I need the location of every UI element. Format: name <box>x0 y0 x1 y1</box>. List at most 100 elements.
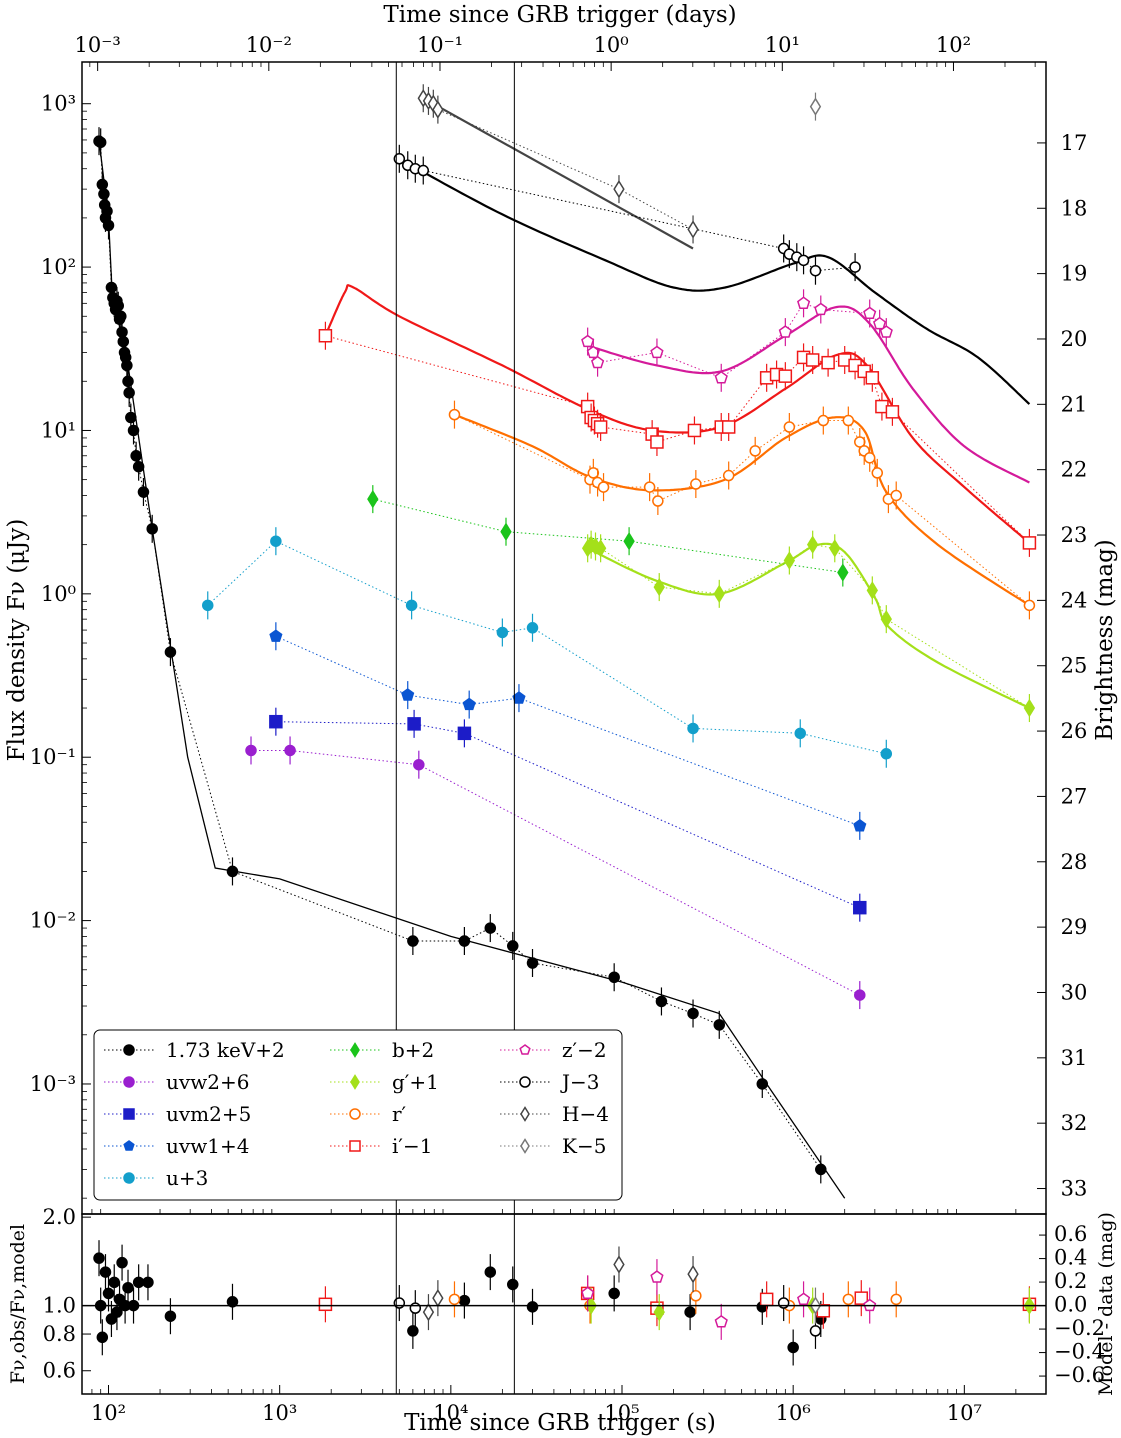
z-data-point <box>814 302 828 316</box>
top-tick-label: 10⁻² <box>246 33 292 57</box>
xray-residual-point <box>484 1266 497 1278</box>
u-data-point <box>526 622 539 634</box>
uvw1-data-point <box>401 688 415 701</box>
r-data-point <box>643 481 656 493</box>
H-residual-point <box>613 1255 625 1274</box>
H-residual-point <box>422 1302 435 1322</box>
u-data-point <box>687 722 699 735</box>
i-model-curve <box>324 284 1031 544</box>
xray-data-point <box>756 1078 769 1090</box>
right-tick-label: 26 <box>1061 719 1088 743</box>
xray-data-point <box>94 136 107 149</box>
i-data-point <box>821 355 835 370</box>
xray-data-point <box>117 335 130 348</box>
i-data-point <box>865 371 880 385</box>
legend-label: J−3 <box>560 1070 600 1094</box>
xray-residual-point <box>132 1276 145 1289</box>
residual-plot-frame <box>81 1213 1047 1395</box>
i-data-point <box>885 405 900 419</box>
left-tick-label: 10³ <box>41 92 76 116</box>
J-data-point <box>393 153 406 165</box>
uvm2-data-point <box>853 900 867 915</box>
g-data-point <box>594 539 607 558</box>
top-tick-label: 10² <box>936 33 971 57</box>
i-data-point <box>687 423 702 438</box>
right-tick-label: 30 <box>1061 980 1088 1004</box>
legend-label: g′+1 <box>392 1070 439 1094</box>
g-data-point <box>783 551 796 570</box>
top-tick-label: 10⁻³ <box>75 33 121 57</box>
bottom-tick-label: 10⁶ <box>776 1401 811 1425</box>
xray-data-point <box>507 940 519 952</box>
xray-data-point <box>137 486 150 498</box>
bottom-tick-label: 10⁷ <box>947 1401 982 1425</box>
uvw1-data-point <box>462 697 476 711</box>
r-residual-point <box>690 1290 702 1302</box>
xray-residual-point <box>507 1278 519 1291</box>
legend-marker <box>349 1140 361 1152</box>
legend-marker <box>520 1106 530 1122</box>
xray-residual-point <box>526 1301 539 1313</box>
right-tick-label: 20 <box>1061 327 1088 351</box>
xray-residual-point <box>102 1287 115 1300</box>
g-data-point <box>653 577 665 597</box>
resid-right-tick-label: −0.4 <box>1054 1340 1105 1364</box>
top-tick-label: 10⁻¹ <box>417 33 463 57</box>
g-data-point <box>880 609 892 629</box>
g-data-point <box>713 584 725 604</box>
bottom-tick-label: 10² <box>91 1401 126 1425</box>
z-data-point <box>581 334 595 348</box>
xray-data-point <box>130 450 142 462</box>
xray-data-point <box>484 922 497 934</box>
b-data-point <box>623 531 635 551</box>
bottom-tick-label: 10³ <box>262 1401 297 1425</box>
r-data-point <box>783 421 796 433</box>
uvw1-data-point <box>512 691 526 704</box>
i-residual-point <box>854 1291 869 1305</box>
data-points <box>93 84 1037 1184</box>
r-data-point <box>817 414 830 427</box>
top-tick-label: 10⁰ <box>594 33 629 57</box>
r-data-point <box>842 414 855 427</box>
g-data-point <box>829 539 841 558</box>
right-tick-label: 19 <box>1061 262 1088 286</box>
xray-residual-point <box>99 1266 112 1278</box>
legend-label: u+3 <box>166 1166 208 1190</box>
r-data-point <box>863 452 876 464</box>
legend-marker <box>123 1140 135 1151</box>
legend-label: K−5 <box>562 1134 606 1158</box>
z-residual-point <box>650 1270 664 1283</box>
tick-labels: 10² 10³ 10⁴ 10⁵ 10⁶ 10⁷ 10⁻³ 10⁻² 10⁻¹ 10⁰ 10¹ 10² 1… <box>30 33 1105 1425</box>
right-tick-label: 32 <box>1061 1111 1088 1135</box>
z-data-point <box>797 296 811 309</box>
resid-right-y-axis-title: Model - data (mag) <box>1095 1212 1117 1396</box>
xray-residual-point <box>142 1276 154 1289</box>
xray-data-point <box>815 1163 827 1176</box>
left-tick-label: 10⁻² <box>30 909 76 933</box>
xray-data-point <box>608 971 620 984</box>
z-residual-point <box>581 1286 595 1300</box>
resid-right-tick-label: 0.4 <box>1054 1246 1087 1270</box>
r-data-point <box>749 445 761 457</box>
u-data-point <box>405 599 418 612</box>
r-data-point <box>1023 599 1036 612</box>
right-tick-label: 21 <box>1061 392 1088 416</box>
legend-label: b+2 <box>392 1038 434 1062</box>
z-data-point <box>650 345 664 359</box>
left-tick-label: 10¹ <box>41 418 76 442</box>
r-data-point <box>722 469 735 482</box>
right-tick-label: 23 <box>1061 523 1088 547</box>
legend-marker <box>123 1172 135 1184</box>
xray-data-point <box>96 178 109 191</box>
legend-label: uvw2+6 <box>166 1070 250 1094</box>
xray-residual-point <box>122 1281 134 1294</box>
i-data-point <box>721 420 736 434</box>
xray-data-point <box>125 411 137 424</box>
r-residual-point <box>842 1293 855 1306</box>
J-data-point <box>849 261 861 273</box>
u-data-point <box>270 535 282 547</box>
r-data-point <box>690 478 702 490</box>
xray-data-point <box>164 646 177 658</box>
xray-residual-point <box>164 1310 177 1322</box>
